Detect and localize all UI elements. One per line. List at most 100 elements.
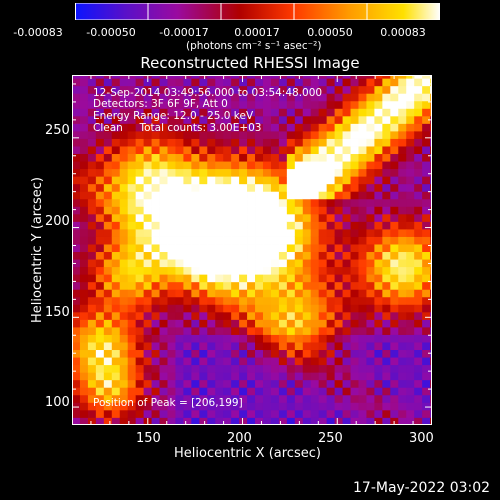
heatmap-cell bbox=[247, 327, 256, 335]
heatmap-cell bbox=[270, 342, 280, 351]
heatmap-cell bbox=[326, 221, 336, 230]
heatmap-cell bbox=[175, 289, 184, 298]
heatmap-cell bbox=[151, 334, 160, 343]
heatmap-cell bbox=[79, 191, 89, 200]
heatmap-cell bbox=[278, 100, 288, 109]
heatmap-plot bbox=[72, 75, 432, 425]
heatmap-cell bbox=[183, 259, 192, 268]
heatmap-cell bbox=[374, 311, 383, 320]
heatmap-cell bbox=[270, 296, 280, 305]
heatmap-cell bbox=[199, 85, 208, 94]
heatmap-cell bbox=[350, 229, 359, 237]
heatmap-cell bbox=[191, 213, 200, 222]
heatmap-cell bbox=[143, 319, 152, 328]
heatmap-cell bbox=[135, 394, 145, 403]
heatmap-cell bbox=[390, 161, 399, 170]
heatmap-cell bbox=[278, 364, 288, 373]
heatmap-cell bbox=[302, 206, 312, 215]
heatmap-cell bbox=[294, 327, 304, 335]
heatmap-cell bbox=[334, 176, 343, 185]
heatmap-cell bbox=[262, 394, 272, 403]
heatmap-cell bbox=[390, 342, 399, 351]
heatmap-cell bbox=[255, 100, 264, 109]
heatmap-cell bbox=[95, 206, 105, 215]
heatmap-cell bbox=[207, 146, 216, 155]
heatmap-cell bbox=[79, 206, 89, 215]
heatmap-cell bbox=[199, 274, 208, 283]
heatmap-cell bbox=[374, 387, 383, 396]
heatmap-cell bbox=[278, 138, 288, 147]
heatmap-cell bbox=[318, 327, 328, 335]
heatmap-cell bbox=[270, 357, 280, 366]
heatmap-cell bbox=[191, 138, 200, 147]
heatmap-cell bbox=[302, 342, 312, 351]
heatmap-cell bbox=[239, 206, 248, 215]
heatmap-cell bbox=[183, 221, 192, 230]
heatmap-cell bbox=[414, 115, 423, 124]
heatmap-cell bbox=[294, 206, 304, 215]
heatmap-cell bbox=[262, 304, 272, 313]
heatmap-cell bbox=[286, 244, 296, 253]
heatmap-cell bbox=[350, 183, 359, 192]
heatmap-cell bbox=[382, 115, 391, 124]
heatmap-cell bbox=[103, 183, 113, 192]
heatmap-cell bbox=[247, 304, 256, 313]
heatmap-cell bbox=[231, 327, 240, 335]
heatmap-cell bbox=[159, 85, 168, 94]
heatmap-cell bbox=[72, 191, 81, 200]
heatmap-cell bbox=[127, 394, 137, 403]
heatmap-cell bbox=[270, 289, 280, 298]
heatmap-cell bbox=[286, 138, 296, 147]
heatmap-cell bbox=[270, 409, 280, 418]
heatmap-cell bbox=[231, 364, 240, 373]
heatmap-cell bbox=[350, 334, 359, 343]
heatmap-cell bbox=[167, 417, 176, 425]
heatmap-cell bbox=[199, 221, 208, 230]
heatmap-cell bbox=[255, 168, 264, 177]
heatmap-cell bbox=[111, 244, 121, 253]
heatmap-cell bbox=[334, 221, 343, 230]
heatmap-cell bbox=[302, 281, 312, 290]
heatmap-cell bbox=[278, 379, 288, 388]
heatmap-cell bbox=[278, 236, 288, 245]
heatmap-cell bbox=[119, 78, 129, 87]
heatmap-cell bbox=[175, 304, 184, 313]
heatmap-cell bbox=[207, 108, 216, 117]
heatmap-cell bbox=[390, 402, 399, 411]
heatmap-cell bbox=[143, 161, 152, 170]
heatmap-cell bbox=[95, 402, 105, 411]
heatmap-cell bbox=[207, 153, 216, 162]
heatmap-cell bbox=[143, 334, 152, 343]
heatmap-cell bbox=[151, 342, 160, 351]
heatmap-cell bbox=[231, 304, 240, 313]
heatmap-cell bbox=[318, 364, 328, 373]
heatmap-cell bbox=[334, 229, 343, 237]
heatmap-cell bbox=[350, 296, 359, 305]
heatmap-cell bbox=[366, 123, 375, 132]
heatmap-cell bbox=[191, 221, 200, 230]
heatmap-cell bbox=[159, 334, 168, 343]
heatmap-cell bbox=[191, 379, 200, 388]
heatmap-cell bbox=[207, 319, 216, 328]
heatmap-cell bbox=[175, 115, 184, 124]
heatmap-cell bbox=[175, 349, 184, 358]
heatmap-cell bbox=[175, 168, 184, 177]
heatmap-cell bbox=[95, 221, 105, 230]
heatmap-cell bbox=[95, 259, 105, 268]
heatmap-cell bbox=[239, 417, 248, 425]
heatmap-cell bbox=[87, 244, 97, 253]
heatmap-cell bbox=[239, 191, 248, 200]
heatmap-cell bbox=[318, 93, 328, 102]
heatmap-cell bbox=[175, 379, 184, 388]
heatmap-cell bbox=[302, 357, 312, 366]
heatmap-cell bbox=[167, 372, 176, 381]
heatmap-cell bbox=[262, 289, 272, 298]
heatmap-cell bbox=[255, 213, 264, 222]
heatmap-cell bbox=[175, 131, 184, 139]
heatmap-cell bbox=[151, 206, 160, 215]
heatmap-cell bbox=[159, 75, 168, 79]
heatmap-cell bbox=[326, 123, 336, 132]
heatmap-cell bbox=[167, 85, 176, 94]
heatmap-cell bbox=[302, 394, 312, 403]
heatmap-cell bbox=[239, 304, 248, 313]
